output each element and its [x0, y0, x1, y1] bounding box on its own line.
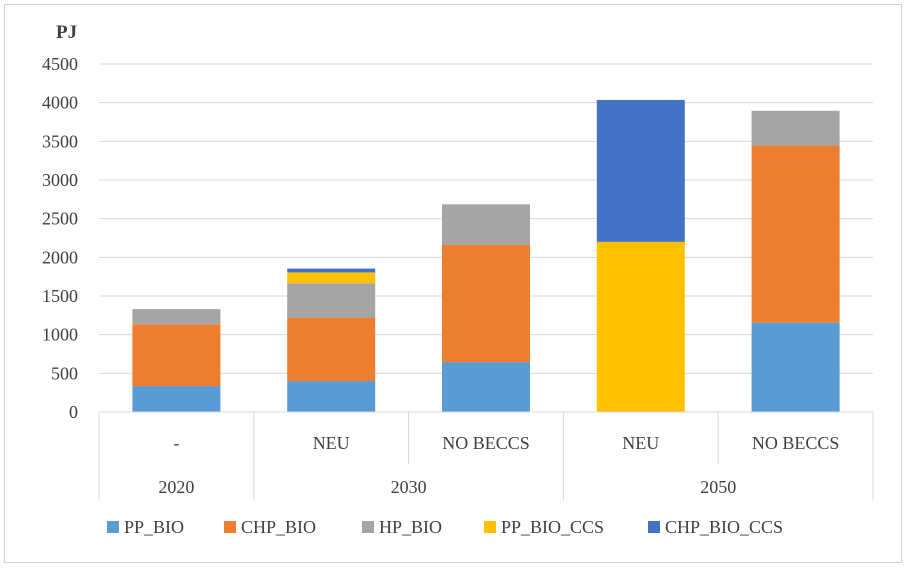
bar-segment-chp-bio: [751, 145, 840, 323]
category-label: NO BECCS: [752, 433, 840, 453]
legend-swatch: [224, 521, 236, 533]
category-label: NEU: [622, 433, 659, 453]
bar-segment-chp-bio: [287, 317, 376, 382]
group-label: 2050: [700, 477, 736, 497]
bar-segment-hp-bio: [442, 204, 530, 245]
y-tick-label: 4500: [42, 54, 78, 74]
legend-label: PP_BIO: [124, 517, 184, 537]
category-label: NEU: [313, 433, 350, 453]
y-tick-label: 1500: [42, 286, 78, 306]
unit-label: PJ: [56, 22, 77, 43]
group-label: 2020: [158, 477, 194, 497]
bar-segment-hp-bio: [132, 309, 221, 325]
bar-segment-hp-bio: [751, 110, 840, 146]
y-tick-label: 4000: [42, 93, 78, 113]
legend-swatch: [484, 521, 496, 533]
legend-label: PP_BIO_CCS: [501, 517, 604, 537]
y-tick-label: 0: [69, 402, 78, 422]
legend-swatch: [362, 521, 374, 533]
bar-segment-chp-bio-ccs: [596, 99, 685, 242]
bars: [132, 99, 840, 412]
legend-label: CHP_BIO: [241, 517, 316, 537]
y-tick-label: 2000: [42, 247, 78, 267]
y-tick-label: 2500: [42, 209, 78, 229]
y-tick-label: 3500: [42, 131, 78, 151]
bar-segment-pp-bio: [287, 381, 376, 412]
y-tick-label: 3000: [42, 170, 78, 190]
legend-swatch: [107, 521, 119, 533]
legend-label: HP_BIO: [379, 517, 442, 537]
category-axis: - NEU NO BECCS NEU NO BECCS 2020 2030 2050: [98, 411, 874, 500]
bar-segment-pp-bio: [751, 322, 840, 412]
bar-segment-chp-bio: [132, 324, 221, 387]
bar-segment-chp-bio: [442, 244, 530, 363]
legend-label: CHP_BIO_CCS: [665, 517, 783, 537]
y-tick-label: 500: [51, 363, 78, 383]
bar-segment-chp-bio-ccs: [287, 268, 376, 273]
bar-segment-hp-bio: [287, 283, 376, 318]
legend-swatch: [648, 521, 660, 533]
bar-segment-pp-bio-ccs: [596, 241, 685, 412]
category-label: NO BECCS: [442, 433, 530, 453]
y-tick-label: 1000: [42, 325, 78, 345]
legend: PP_BIO CHP_BIO HP_BIO PP_BIO_CCS CHP_BIO_CCS: [107, 517, 783, 537]
bar-segment-pp-bio: [132, 386, 221, 412]
category-label: -: [173, 433, 179, 453]
bar-segment-pp-bio: [442, 362, 530, 412]
bar-segment-pp-bio-ccs: [287, 272, 376, 284]
group-label: 2030: [391, 477, 427, 497]
